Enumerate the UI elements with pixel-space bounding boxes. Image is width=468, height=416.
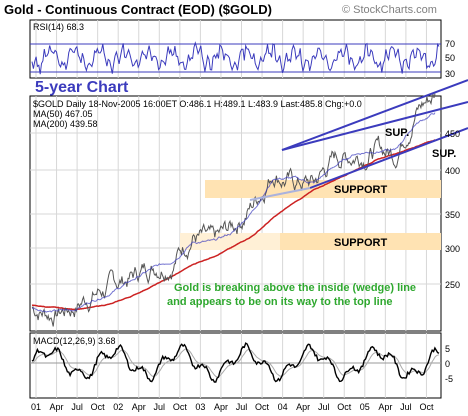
macd-label: MACD(12,26,9) 3.68 <box>33 336 116 346</box>
support-band-lower-fade <box>180 233 280 250</box>
annotation-support-2: SUPPORT <box>334 237 387 249</box>
rsi-panel <box>29 19 442 79</box>
price-tick-350: 350 <box>445 210 460 220</box>
chart-title: Gold - Continuous Contract (EOD) ($GOLD) <box>4 2 272 17</box>
five-year-chart-label: 5-year Chart <box>35 79 129 96</box>
price-line <box>31 92 436 327</box>
annotation-support-1: SUPPORT <box>334 184 387 196</box>
x-axis-label: Oct <box>91 402 106 412</box>
x-axis-label: Oct <box>173 402 188 412</box>
macd-tick-5: 5 <box>445 344 450 354</box>
rsi-level-30: 30 <box>445 69 455 79</box>
price-tick-450: 450 <box>445 129 460 139</box>
price-tick-300: 300 <box>445 244 460 254</box>
x-axis-label: Apr <box>132 402 146 412</box>
x-axis-label: Apr <box>214 402 228 412</box>
x-axis-label: Oct <box>255 402 270 412</box>
x-axis-label: Jul <box>318 402 330 412</box>
x-axis-label: Jul <box>236 402 248 412</box>
macd-line <box>31 342 440 383</box>
x-axis-label: Oct <box>419 402 434 412</box>
x-axis-label: Oct <box>337 402 352 412</box>
x-axis-label: Apr <box>296 402 310 412</box>
macd-tick-minus-5: -5 <box>445 374 453 384</box>
annotation-comment-line-2: and appears to be on its way to the top … <box>167 296 393 308</box>
ma50-label: MA(50) 467.05 <box>33 109 93 119</box>
ma200-label: MA(200) 439.58 <box>33 119 98 129</box>
x-axis-label: Jul <box>71 402 83 412</box>
annotation-sup-1: SUP. <box>385 127 409 139</box>
price-tick-250: 250 <box>445 280 460 290</box>
x-axis-label: 02 <box>113 402 123 412</box>
site-credit: © StockCharts.com <box>342 4 437 16</box>
ma50-line <box>31 112 436 313</box>
wedge-top-line <box>281 101 468 151</box>
x-axis-label: 01 <box>31 402 41 412</box>
annotation-comment-line-1: Gold is breaking above the inside (wedge… <box>174 282 416 294</box>
x-axis-label: Apr <box>50 402 64 412</box>
wedge-lower-line <box>309 127 468 189</box>
x-axis-label: 04 <box>278 402 288 412</box>
price-tick-400: 400 <box>445 166 460 176</box>
x-axis-label: Jul <box>400 402 412 412</box>
x-axis-label: 03 <box>195 402 205 412</box>
x-axis-label: Apr <box>378 402 392 412</box>
x-axis-label: Jul <box>154 402 166 412</box>
rsi-label: RSI(14) 68.3 <box>33 22 84 32</box>
x-axis-label: 05 <box>360 402 370 412</box>
wedge-lower-extension <box>249 187 311 201</box>
support-band-lower <box>280 233 441 250</box>
macd-tick-0: 0 <box>445 359 450 369</box>
annotation-sup-2: SUP. <box>432 148 456 160</box>
macd-signal-line <box>31 348 440 378</box>
price-info: $GOLD Daily 18-Nov-2005 16:00ET O:486.1 … <box>33 99 362 109</box>
rsi-series-line <box>31 41 440 75</box>
wedge-upper-line <box>281 79 468 151</box>
support-band-upper <box>205 180 441 198</box>
rsi-level-50: 50 <box>445 53 455 63</box>
rsi-level-70: 70 <box>445 39 455 49</box>
